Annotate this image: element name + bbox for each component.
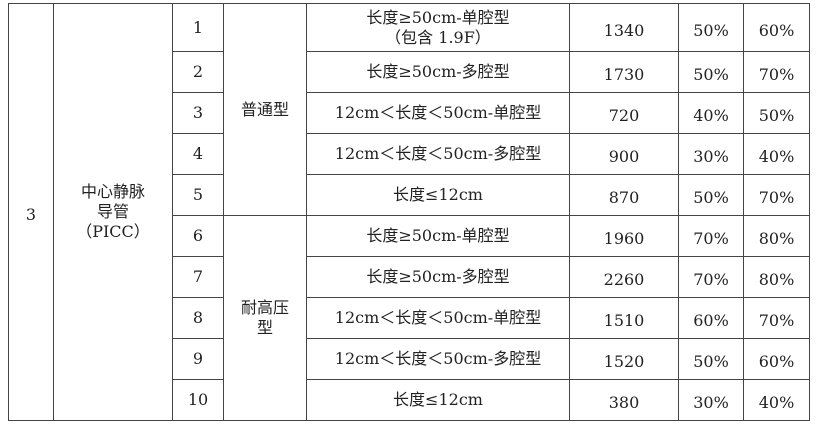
ratio-1-cell: 50% xyxy=(678,3,744,52)
ratio-2-cell: 70% xyxy=(743,297,810,339)
subtype-cell: 耐高压型 xyxy=(223,215,307,421)
table-row: 3 12cm＜长度＜50cm-单腔型 720 40% 50% xyxy=(9,92,810,134)
ratio-2-cell: 60% xyxy=(743,338,810,380)
price-cell: 1340 xyxy=(569,3,679,52)
ratio-1-cell: 70% xyxy=(678,215,744,257)
price-cell: 1730 xyxy=(569,51,679,93)
description-text: 12cm＜长度＜50cm-单腔型 xyxy=(334,103,542,122)
table-row: 5 长度≤12cm 870 50% 70% xyxy=(9,174,810,216)
description-text: 12cm＜长度＜50cm-多腔型 xyxy=(334,349,542,368)
row-number-cell: 8 xyxy=(172,297,224,339)
description-text: 长度≥50cm-单腔型 xyxy=(366,7,510,27)
ratio-2-cell: 60% xyxy=(743,3,810,52)
price-cell: 870 xyxy=(569,174,679,216)
price-cell: 1520 xyxy=(569,338,679,380)
table-row: 6 耐高压型 长度≥50cm-单腔型 1960 70% 80% xyxy=(9,215,810,421)
cell-line: 导管 xyxy=(96,202,129,221)
category-cell: 中心静脉 导管 （PICC） xyxy=(53,3,173,421)
table-row: 2 长度≥50cm-多腔型 1730 50% 70% xyxy=(9,51,810,93)
ratio-1-cell: 70% xyxy=(678,256,744,298)
subtype-label: 耐高压型 xyxy=(240,298,289,337)
description-text: 长度≥50cm-单腔型 xyxy=(366,226,510,245)
table-row: 3 中心静脉 导管 （PICC） 1 普通型 长度≥50cm-单腔型 （包含 1.9F） 134… xyxy=(8,3,810,421)
row-number-cell: 3 xyxy=(172,92,224,134)
group-number-cell: 3 xyxy=(8,3,54,421)
ratio-2-cell: 40% xyxy=(743,379,810,421)
ratio-1-cell: 30% xyxy=(678,133,744,175)
table-row: 7 长度≥50cm-多腔型 2260 70% 80% xyxy=(9,256,810,298)
ratio-1-cell: 40% xyxy=(678,92,744,134)
row-number-cell: 4 xyxy=(172,133,224,175)
description-cell: 长度≥50cm-单腔型 xyxy=(306,215,570,257)
description-cell: 12cm＜长度＜50cm-单腔型 xyxy=(306,297,570,339)
description-cell: 长度≥50cm-单腔型 （包含 1.9F） xyxy=(306,3,570,52)
row-number-cell: 1 xyxy=(172,3,224,52)
row-number-cell: 10 xyxy=(172,379,224,421)
ratio-2-cell: 80% xyxy=(743,215,810,257)
table-row: 10 长度≤12cm 380 30% 40% xyxy=(9,379,810,421)
description-cell: 长度≥50cm-多腔型 xyxy=(306,51,570,93)
row-number-cell: 9 xyxy=(172,338,224,380)
description-text: 长度≥50cm-多腔型 xyxy=(366,62,510,81)
description-text: 长度≤12cm xyxy=(393,390,483,409)
ratio-2-cell: 70% xyxy=(743,174,810,216)
ratio-1-cell: 50% xyxy=(678,51,744,93)
description-cell: 12cm＜长度＜50cm-单腔型 xyxy=(306,92,570,134)
description-text: 长度≤12cm xyxy=(393,185,483,204)
description-text: 12cm＜长度＜50cm-多腔型 xyxy=(334,144,542,163)
cell-line: 中心静脉 xyxy=(80,182,145,201)
ratio-2-cell: 50% xyxy=(743,92,810,134)
price-cell: 2260 xyxy=(569,256,679,298)
description-text: 12cm＜长度＜50cm-单腔型 xyxy=(334,308,542,327)
row-number-cell: 6 xyxy=(172,215,224,257)
table-row: 8 12cm＜长度＜50cm-单腔型 1510 60% 70% xyxy=(9,297,810,339)
price-table: 3 中心静脉 导管 （PICC） 1 普通型 长度≥50cm-单腔型 （包含 1.9F） 134… xyxy=(8,3,810,421)
table-row: 9 12cm＜长度＜50cm-多腔型 1520 50% 60% xyxy=(9,338,810,380)
table-row: 4 12cm＜长度＜50cm-多腔型 900 30% 40% xyxy=(9,133,810,175)
ratio-2-cell: 40% xyxy=(743,133,810,175)
price-cell: 720 xyxy=(569,92,679,134)
price-cell: 900 xyxy=(569,133,679,175)
price-cell: 1960 xyxy=(569,215,679,257)
description-cell: 12cm＜长度＜50cm-多腔型 xyxy=(306,133,570,175)
subtype-label: 普通型 xyxy=(240,99,289,119)
description-cell: 长度≤12cm xyxy=(306,379,570,421)
cell-line: （PICC） xyxy=(76,222,150,241)
ratio-2-cell: 70% xyxy=(743,51,810,93)
ratio-1-cell: 50% xyxy=(678,338,744,380)
price-cell: 1510 xyxy=(569,297,679,339)
description-note: （包含 1.9F） xyxy=(385,27,491,47)
description-cell: 12cm＜长度＜50cm-多腔型 xyxy=(306,338,570,380)
ratio-1-cell: 60% xyxy=(678,297,744,339)
ratio-2-cell: 80% xyxy=(743,256,810,298)
row-number-cell: 2 xyxy=(172,51,224,93)
description-text: 长度≥50cm-多腔型 xyxy=(366,267,510,286)
description-cell: 长度≥50cm-多腔型 xyxy=(306,256,570,298)
ratio-1-cell: 30% xyxy=(678,379,744,421)
price-cell: 380 xyxy=(569,379,679,421)
row-number-cell: 7 xyxy=(172,256,224,298)
description-cell: 长度≤12cm xyxy=(306,174,570,216)
ratio-1-cell: 50% xyxy=(678,174,744,216)
row-number-cell: 5 xyxy=(172,174,224,216)
subtype-cell: 普通型 xyxy=(223,3,307,216)
